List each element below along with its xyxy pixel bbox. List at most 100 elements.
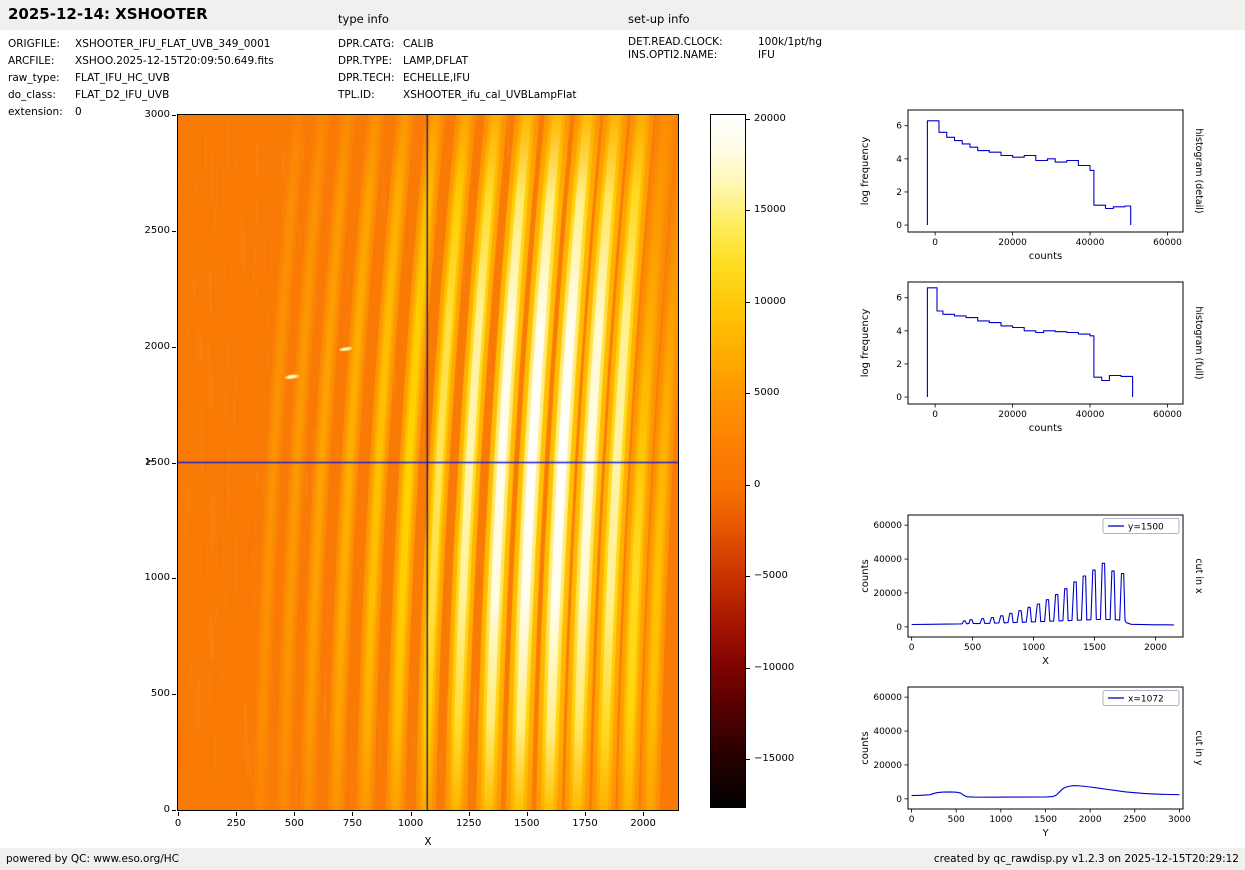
meta-value: XSHOOTER_ifu_cal_UVBLampFlat [403, 89, 577, 101]
y-tick-label: 2 [896, 360, 902, 370]
header-bar: 2025-12-14: XSHOOTER type info set-up in… [0, 0, 1245, 30]
x-tick-mark [584, 812, 586, 816]
y-tick-label: 20000 [873, 589, 902, 599]
colorbar-tick-label: 0 [754, 478, 761, 490]
x-tick-mark [236, 812, 238, 816]
y-tick-mark [172, 115, 176, 116]
xaxis-label: Y [1041, 828, 1049, 839]
y-tick-label: 2500 [144, 224, 170, 236]
x-tick-label: 40000 [1076, 410, 1105, 420]
side-label: cut in y [1193, 730, 1204, 766]
meta-value: ECHELLE,IFU [403, 72, 470, 84]
x-tick-label: 1000 [1022, 643, 1045, 653]
x-tick-label: 500 [284, 818, 304, 829]
setup-info-block: DET.READ.CLOCK: 100k/1pt/hg INS.OPTI2.NAM… [628, 36, 822, 62]
meta-value: XSHOOTER_IFU_FLAT_UVB_349_0001 [75, 38, 271, 50]
x-tick-label: 40000 [1076, 238, 1105, 248]
side-label: histogram (detail) [1193, 128, 1204, 213]
y-tick-label: 60000 [873, 521, 902, 531]
yaxis-label: log frequency [860, 309, 871, 378]
meta-label: do_class: [8, 89, 56, 101]
footer-qc-link[interactable]: www.eso.org/HC [93, 853, 180, 865]
x-tick-label: 1500 [1034, 815, 1057, 825]
y-tick-label: 4 [896, 155, 902, 165]
yaxis-label: log frequency [860, 137, 871, 206]
x-tick-mark [352, 812, 354, 816]
colorbar [710, 114, 746, 808]
colorbar-tick-mark [746, 759, 750, 761]
type-info-block: DPR.CATG: CALIB DPR.TYPE: LAMP,DFLAT DPR.T… [338, 36, 577, 104]
colorbar-tick-mark [746, 118, 750, 120]
y-tick-label: 40000 [873, 727, 902, 737]
data-line [911, 785, 1180, 798]
y-tick-label: 2000 [144, 340, 170, 352]
legend-box [1102, 690, 1180, 706]
y-tick-mark [172, 578, 176, 580]
meta-label: raw_type: [8, 72, 60, 84]
setup-info-heading: set-up info [628, 12, 690, 26]
main-xaxis-label: X [424, 836, 432, 848]
meta-label: ORIGFILE: [8, 38, 60, 50]
footer-powered-text: powered by QC: [6, 853, 94, 865]
meta-value: XSHOO.2025-12-15T20:09:50.649.fits [75, 55, 274, 67]
y-tick-label: 3000 [144, 109, 170, 120]
x-tick-label: 2000 [630, 818, 656, 829]
meta-row-tplid: TPL.ID: XSHOOTER_ifu_cal_UVBLampFlat [338, 87, 577, 104]
y-tick-label: 1500 [144, 456, 170, 468]
y-tick-label: 500 [150, 688, 170, 700]
x-tick-label: 3000 [1168, 815, 1191, 825]
plot-histogram_detail: 0 20000 40000 60000 0 2 4 6 counts log frequency h… [860, 109, 1204, 262]
meta-value: LAMP,DFLAT [403, 55, 468, 67]
x-tick-label: 1000 [989, 815, 1012, 825]
raw-image-frame [177, 114, 679, 811]
axes-box [907, 281, 1184, 405]
meta-label: TPL.ID: [338, 89, 375, 101]
y-tick-label: 0 [896, 623, 902, 633]
y-tick-label: 60000 [873, 693, 902, 703]
colorbar-tick-mark [746, 393, 750, 395]
x-tick-label: 0 [932, 238, 938, 248]
x-tick-label: 60000 [1153, 410, 1182, 420]
meta-label: DPR.CATG: [338, 38, 395, 50]
meta-row-arcfile: ARCFILE: XSHOO.2025-12-15T20:09:50.649.fi… [8, 53, 274, 70]
meta-row-rawtype: raw_type: FLAT_IFU_HC_UVB [8, 70, 274, 87]
colorbar-tick-label: 10000 [754, 295, 786, 307]
colorbar-tick-mark [746, 210, 750, 212]
y-tick-mark [172, 462, 176, 464]
file-info-block: ORIGFILE: XSHOOTER_IFU_FLAT_UVB_349_0001 … [8, 36, 274, 121]
y-tick-label: 0 [163, 804, 170, 815]
y-tick-label: 40000 [873, 555, 902, 565]
main-yaxis-label: Y [145, 457, 158, 464]
x-tick-label: 1500 [1083, 643, 1106, 653]
x-tick-label: 20000 [998, 410, 1027, 420]
footer-created-by: created by qc_rawdisp.py v1.2.3 on 2025-… [933, 853, 1239, 865]
colorbar-tick-mark [746, 301, 750, 303]
y-tick-label: 6 [896, 122, 902, 132]
colorbar-tick-label: −10000 [754, 661, 795, 673]
colorbar-tick-mark [746, 576, 750, 578]
y-tick-label: 1000 [144, 572, 170, 584]
side-label: histogram (full) [1193, 306, 1204, 379]
side-label: cut in x [1193, 558, 1204, 594]
x-tick-mark [526, 812, 528, 816]
meta-row-dprtype: DPR.TYPE: LAMP,DFLAT [338, 53, 577, 70]
colorbar-tick-label: 5000 [754, 387, 780, 399]
meta-row-doclass: do_class: FLAT_D2_IFU_UVB [8, 87, 274, 104]
x-tick-label: 1000 [397, 818, 424, 829]
colorbar-tick-mark [746, 484, 750, 486]
type-info-heading: type info [338, 12, 389, 26]
meta-label: DPR.TECH: [338, 72, 395, 84]
x-tick-label: 0 [174, 818, 182, 829]
xaxis-label: X [1042, 656, 1049, 667]
x-tick-label: 500 [964, 643, 981, 653]
colorbar-tick-label: 20000 [754, 112, 786, 124]
x-tick-mark [643, 812, 645, 816]
axes-box [907, 109, 1184, 233]
meta-label: DET.READ.CLOCK: [628, 36, 723, 48]
y-tick-mark [172, 230, 176, 232]
meta-value: CALIB [403, 38, 434, 50]
x-tick-label: 0 [909, 643, 915, 653]
meta-row-readclock: DET.READ.CLOCK: 100k/1pt/hg [628, 36, 822, 49]
y-tick-label: 4 [896, 327, 902, 337]
